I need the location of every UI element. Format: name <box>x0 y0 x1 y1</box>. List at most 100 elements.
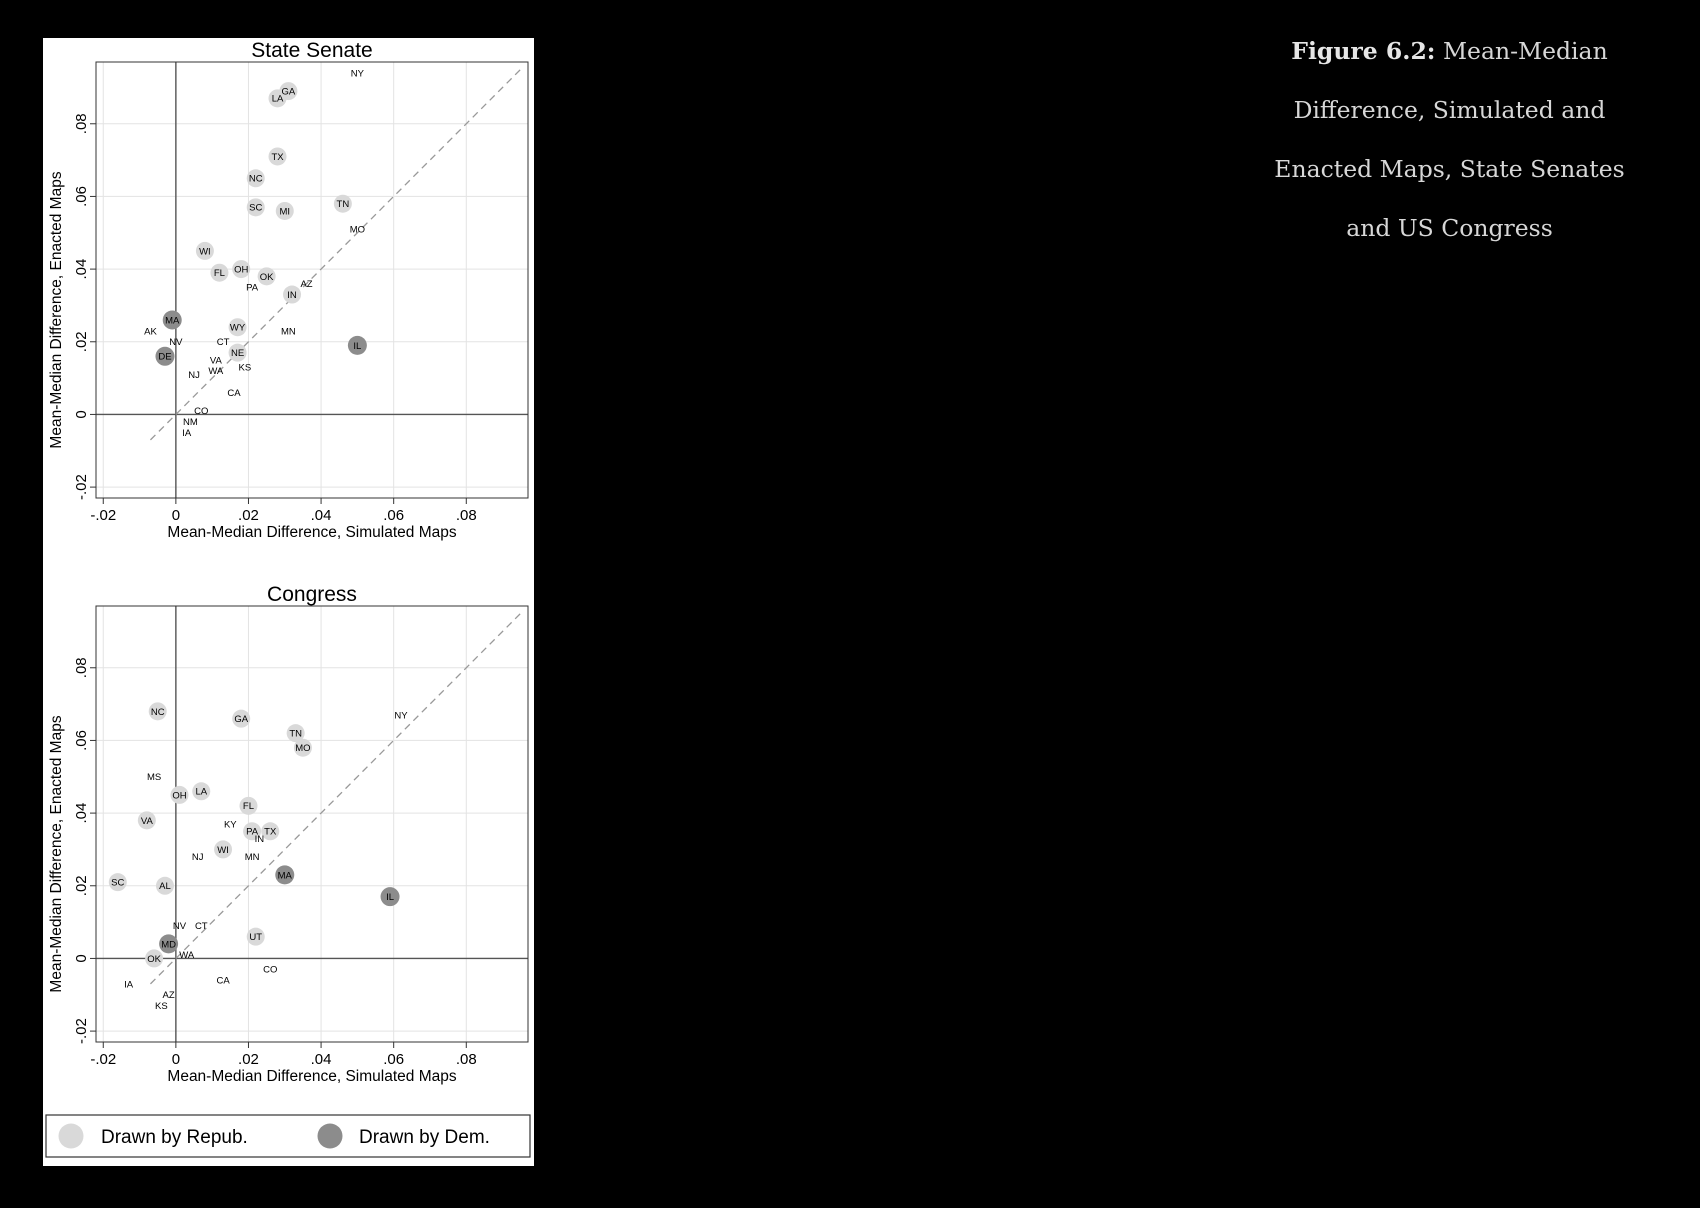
state-label: NY <box>351 68 365 79</box>
point-ok: OK <box>257 267 276 286</box>
y-tick-label: .04 <box>73 259 90 280</box>
state-label: MA <box>278 870 293 881</box>
point-wa: WA <box>208 366 224 377</box>
y-tick-label: 0 <box>73 410 90 418</box>
point-oh: OH <box>232 260 251 279</box>
y-tick-label: .06 <box>73 186 90 207</box>
marker-repub <box>293 738 312 757</box>
point-co: CO <box>263 965 277 976</box>
point-tx: TX <box>268 147 287 166</box>
state-label: IA <box>182 428 192 439</box>
marker-repub <box>283 285 302 304</box>
point-nv: NV <box>169 337 183 348</box>
plot-frame <box>95 61 529 499</box>
x-axis-label: Mean-Median Difference, Simulated Maps <box>167 524 456 541</box>
marker-repub <box>246 198 265 217</box>
point-ia: IA <box>182 428 192 439</box>
state-label: NV <box>169 337 183 348</box>
state-label: NY <box>394 710 408 721</box>
point-ny: NY <box>394 710 408 721</box>
state-label: AZ <box>163 990 175 1001</box>
state-label: WA <box>208 366 224 377</box>
marker-repub <box>148 702 167 721</box>
point-il: IL <box>380 887 400 907</box>
point-al: AL <box>155 876 174 895</box>
marker-repub <box>239 796 258 815</box>
state-label: MA <box>165 315 180 326</box>
diagonal-reference-line <box>149 68 522 441</box>
state-label: OK <box>260 272 274 283</box>
marker-repub <box>246 927 265 946</box>
point-nj: NJ <box>192 852 204 863</box>
state-label: CA <box>227 388 241 399</box>
state-label: CT <box>195 921 208 932</box>
marker-repub <box>192 782 211 801</box>
x-axis-label: Mean-Median Difference, Simulated Maps <box>167 1068 456 1085</box>
diagonal-reference-line <box>149 612 522 985</box>
point-ma: MA <box>162 310 182 330</box>
state-label: PA <box>246 283 259 294</box>
state-label: TX <box>264 827 277 838</box>
point-in: IN <box>283 285 302 304</box>
marker-repub <box>275 201 294 220</box>
point-ks: KS <box>238 363 251 374</box>
point-va: VA <box>210 355 223 366</box>
state-label: AK <box>144 326 157 337</box>
point-tx: TX <box>261 822 280 841</box>
scatter-plot-1: -.02 0 .02 .04 .06 .08 -.02 0 .02 .04 .06 .08 State … <box>48 39 529 541</box>
y-tick-label: .04 <box>73 803 90 824</box>
plot-frame <box>95 605 529 1043</box>
marker-repub <box>228 343 247 362</box>
scatter-plot-2: -.02 0 .02 .04 .06 .08 -.02 0 .02 .04 .06 .08 Congre… <box>48 583 529 1085</box>
point-ia: IA <box>124 979 134 990</box>
point-ak: AK <box>144 326 157 337</box>
point-co: CO <box>194 406 208 417</box>
state-label: SC <box>111 878 124 889</box>
point-ca: CA <box>227 388 241 399</box>
marker-dem <box>159 934 179 954</box>
state-label: NC <box>249 174 263 185</box>
y-tick-label: .08 <box>73 113 90 134</box>
state-label: SC <box>249 203 262 214</box>
x-tick-label: .02 <box>238 1051 259 1068</box>
marker-repub <box>268 147 287 166</box>
point-ms: MS <box>147 772 161 783</box>
plot-title: State Senate <box>251 39 372 62</box>
state-label: NJ <box>188 370 200 381</box>
point-il: IL <box>347 335 367 355</box>
state-label: IL <box>353 341 361 352</box>
y-tick-label: -.02 <box>73 474 90 500</box>
marker-repub <box>210 263 229 282</box>
x-tick-label: .04 <box>311 1051 332 1068</box>
state-label: LA <box>195 787 207 798</box>
state-label: FL <box>214 268 225 279</box>
point-tn: TN <box>286 724 305 743</box>
point-in: IN <box>255 834 265 845</box>
state-label: NM <box>183 417 198 428</box>
x-tick-label: .06 <box>383 507 404 524</box>
point-ok: OK <box>145 949 164 968</box>
x-tick-label: 0 <box>172 507 180 524</box>
marker-repub <box>286 724 305 743</box>
state-label: KS <box>155 1001 168 1012</box>
point-mi: MI <box>275 201 294 220</box>
state-label: CO <box>263 965 277 976</box>
state-label: TX <box>271 152 284 163</box>
point-mn: MN <box>281 326 296 337</box>
state-label: NJ <box>192 852 204 863</box>
state-label: MD <box>161 939 176 950</box>
legend: Drawn by Repub. Drawn by Dem. <box>45 1114 531 1158</box>
marker-repub <box>333 194 352 213</box>
marker-repub <box>170 785 189 804</box>
state-label: NE <box>231 348 244 359</box>
legend-box <box>45 1114 531 1158</box>
marker-dem <box>275 865 295 885</box>
state-label: KS <box>238 363 251 374</box>
point-wa: WA <box>179 950 195 961</box>
point-ne: NE <box>228 343 247 362</box>
caption-text: Mean-Median Difference, Simulated and En… <box>1274 37 1625 242</box>
point-mn: MN <box>245 852 260 863</box>
state-label: IN <box>287 290 297 301</box>
y-axis-label: Mean-Median Difference, Enacted Maps <box>48 715 65 992</box>
legend-label-repub: Drawn by Repub. <box>101 1127 248 1148</box>
